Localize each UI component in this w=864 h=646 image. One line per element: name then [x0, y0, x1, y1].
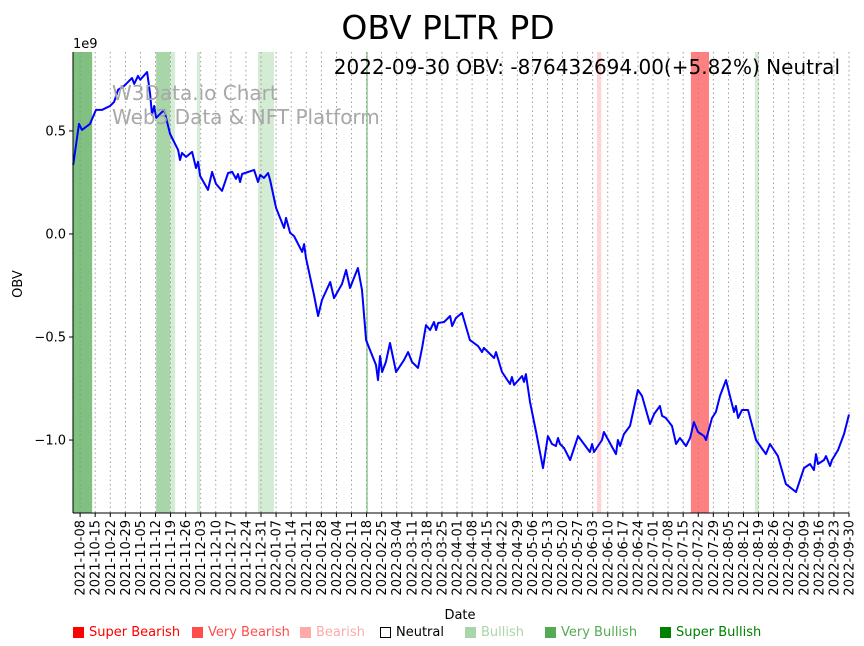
legend-label: Super Bearish — [89, 625, 181, 640]
legend-swatch-icon — [73, 627, 84, 638]
x-tick-label: 2022-08-26 — [767, 520, 782, 596]
legend-item: Super Bullish — [660, 625, 761, 640]
x-tick-label: 2021-11-05 — [134, 520, 149, 596]
y-tick-label: −0.5 — [34, 331, 66, 346]
x-tick-label: 2022-04-22 — [496, 520, 511, 596]
legend-item: Very Bullish — [545, 625, 637, 640]
signal-band — [597, 52, 602, 513]
x-tick-label: 2021-12-03 — [194, 520, 209, 596]
legend-label: Very Bearish — [208, 625, 290, 640]
x-tick-label: 2022-01-07 — [270, 520, 285, 596]
x-tick-label: 2022-09-23 — [827, 520, 842, 596]
x-tick-label: 2022-05-13 — [541, 520, 556, 596]
signal-band — [170, 52, 176, 513]
y-tick-label: 0.0 — [45, 227, 66, 242]
legend-item: Super Bearish — [73, 625, 180, 640]
x-axis-label: Date — [444, 608, 475, 623]
x-tick-label: 2022-08-12 — [737, 520, 752, 596]
x-tick-label: 2021-11-19 — [164, 520, 179, 596]
x-tick-label: 2021-11-12 — [149, 520, 164, 596]
x-tick-label: 2022-06-03 — [586, 520, 601, 596]
legend-label: Bullish — [481, 625, 525, 640]
x-tick-label: 2022-09-30 — [843, 520, 858, 596]
x-tick-label: 2022-04-15 — [481, 520, 496, 596]
signal-band — [73, 52, 93, 513]
x-tick-label: 2022-07-08 — [662, 520, 677, 596]
legend-swatch-icon — [300, 627, 311, 638]
signal-band — [754, 52, 759, 513]
legend-label: Super Bullish — [676, 625, 762, 640]
legend-swatch-icon — [660, 627, 671, 638]
x-tick-label: 2022-03-04 — [390, 520, 405, 596]
y-tick-label: 0.5 — [45, 124, 66, 139]
x-tick-label: 2022-07-22 — [692, 520, 707, 596]
x-tick-label: 2022-09-09 — [797, 520, 812, 596]
x-tick-label: 2021-12-17 — [224, 520, 239, 596]
x-tick-label: 2021-10-29 — [119, 520, 134, 596]
signal-band — [366, 52, 369, 513]
x-tick-label: 2022-02-04 — [330, 520, 345, 596]
watermark-line-1: W3Data.io Chart — [112, 81, 278, 105]
x-tick-label: 2022-01-14 — [285, 520, 300, 596]
x-tick-label: 2022-08-05 — [722, 520, 737, 596]
x-tick-label: 2022-07-01 — [647, 520, 662, 596]
x-tick-label: 2022-02-25 — [375, 520, 390, 596]
signal-band — [197, 52, 201, 513]
x-tick-label: 2022-01-21 — [300, 520, 315, 596]
x-tick-label: 2022-03-25 — [435, 520, 450, 596]
x-tick-label: 2022-05-27 — [571, 520, 586, 596]
legend-swatch-icon — [380, 627, 391, 638]
watermark-line-2: Web3 Data & NFT Platform — [112, 105, 380, 129]
x-tick-label: 2022-05-06 — [526, 520, 541, 596]
legend-item: Very Bearish — [192, 625, 290, 640]
x-tick-label: 2022-06-17 — [616, 520, 631, 596]
x-tick-label: 2022-02-18 — [360, 520, 375, 596]
x-tick-label: 2022-09-02 — [782, 520, 797, 596]
signal-band — [156, 52, 171, 513]
x-tick-label: 2022-06-10 — [601, 520, 616, 596]
legend-item: Bearish — [300, 625, 365, 640]
legend-label: Bearish — [316, 625, 365, 640]
latest-value-annotation: 2022-09-30 OBV: -876432694.00(+5.82%) Ne… — [334, 55, 840, 79]
chart-title: OBV PLTR PD — [341, 8, 554, 47]
x-tick-label: 2022-05-20 — [556, 520, 571, 596]
x-tick-label: 2022-01-28 — [315, 520, 330, 596]
y-tick-label: −1.0 — [34, 434, 66, 449]
x-tick-label: 2022-04-29 — [511, 520, 526, 596]
x-tick-label: 2022-04-08 — [466, 520, 481, 596]
signal-band — [690, 52, 710, 513]
x-tick-label: 2021-12-24 — [239, 520, 254, 596]
x-tick-label: 2021-10-22 — [104, 520, 119, 596]
legend-label: Neutral — [396, 625, 444, 640]
x-tick-label: 2022-07-29 — [707, 520, 722, 596]
legend-swatch-icon — [192, 627, 203, 638]
x-tick-label: 2022-03-11 — [405, 520, 420, 596]
y-axis-label: OBV — [11, 270, 26, 298]
x-tick-label: 2021-12-10 — [209, 520, 224, 596]
x-tick-label: 2022-08-19 — [752, 520, 767, 596]
x-tick-label: 2021-11-26 — [179, 520, 194, 596]
x-tick-label: 2022-03-18 — [420, 520, 435, 596]
legend-item: Neutral — [380, 625, 444, 640]
x-tick-label: 2022-09-16 — [812, 520, 827, 596]
legend-swatch-icon — [465, 627, 476, 638]
x-tick-label: 2021-10-15 — [89, 520, 104, 596]
x-tick-label: 2021-10-08 — [74, 520, 89, 596]
legend-swatch-icon — [545, 627, 556, 638]
signal-band — [258, 52, 274, 513]
legend-label: Very Bullish — [561, 625, 638, 640]
y-offset-label: 1e9 — [73, 37, 98, 52]
x-tick-label: 2022-06-24 — [631, 520, 646, 596]
x-tick-label: 2021-12-31 — [255, 520, 270, 596]
obv-series-line — [72, 71, 850, 493]
legend-item: Bullish — [465, 625, 524, 640]
x-tick-label: 2022-07-15 — [677, 520, 692, 596]
x-tick-label: 2022-02-11 — [345, 520, 360, 596]
x-tick-label: 2022-04-01 — [451, 520, 466, 596]
